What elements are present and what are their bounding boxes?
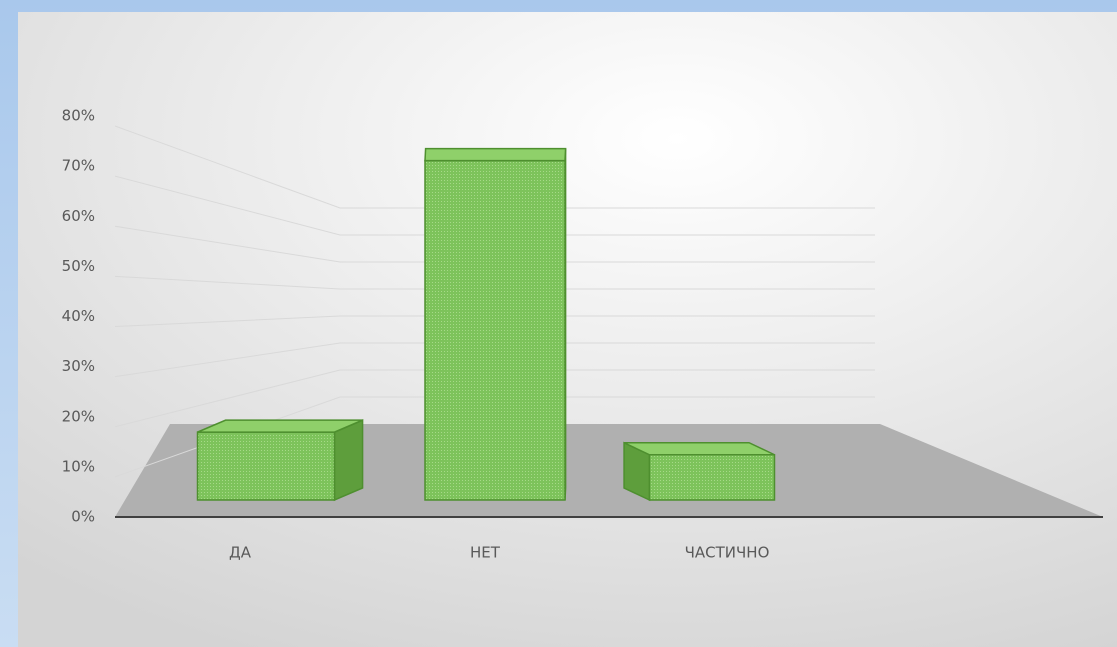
bar-top <box>623 442 775 456</box>
grid-line <box>114 315 875 327</box>
grid-line <box>114 342 875 378</box>
x-tick-label: НЕТ <box>470 544 501 562</box>
bar-side <box>333 418 364 502</box>
bar-top <box>424 147 567 162</box>
y-tick-label: 30% <box>62 357 95 375</box>
y-tick-label: 10% <box>62 457 95 475</box>
grid-line <box>114 125 875 209</box>
y-tick-label: 20% <box>62 407 95 425</box>
x-tick-label: ЧАСТИЧНО <box>685 544 770 562</box>
y-tick-label: 70% <box>62 157 95 175</box>
bar <box>424 159 566 501</box>
x-tick-label: ДА <box>229 544 252 562</box>
y-tick-label: 40% <box>62 307 95 325</box>
grid-line <box>114 369 875 428</box>
bar <box>648 454 776 501</box>
plot-panel <box>18 12 1117 647</box>
y-tick-label: 60% <box>62 207 95 225</box>
grid-line <box>114 396 875 478</box>
grid-line <box>114 175 875 236</box>
y-tick-label: 80% <box>62 107 95 125</box>
y-tick-label: 50% <box>62 257 95 275</box>
y-tick-label: 0% <box>71 508 95 526</box>
bar-top <box>197 419 363 433</box>
grid-line <box>114 275 875 290</box>
bar <box>196 431 336 501</box>
grid-line <box>114 225 875 263</box>
